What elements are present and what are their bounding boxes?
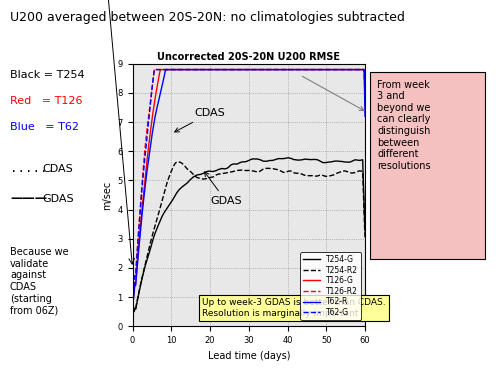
- Text: Up to week-3 GDAS is better than CDAS.
Resolution is marginally important: Up to week-3 GDAS is better than CDAS. R…: [202, 298, 386, 318]
- X-axis label: Lead time (days): Lead time (days): [208, 351, 290, 360]
- Legend: T254-G, T254-R2, T126-G, T126-R2, T62-R, T62-G: T254-G, T254-R2, T126-G, T126-R2, T62-R,…: [300, 252, 361, 320]
- Text: Because we
validate
against
CDAS
(starting
from 06Z): Because we validate against CDAS (starti…: [10, 247, 68, 315]
- Text: From week
3 and
beyond we
can clearly
distinguish
between
different
resolutions: From week 3 and beyond we can clearly di…: [378, 80, 431, 171]
- FancyBboxPatch shape: [370, 72, 485, 258]
- Text: ———: ———: [10, 192, 47, 205]
- Text: Red   = T126: Red = T126: [10, 96, 83, 106]
- Text: GDAS: GDAS: [204, 172, 242, 206]
- Text: CDAS: CDAS: [174, 108, 225, 132]
- Text: Black = T254: Black = T254: [10, 70, 85, 80]
- Text: Blue   = T62: Blue = T62: [10, 123, 79, 132]
- Text: GDAS: GDAS: [42, 194, 74, 204]
- Y-axis label: m/sec: m/sec: [102, 180, 112, 210]
- Text: U200 averaged between 20S-20N: no climatologies subtracted: U200 averaged between 20S-20N: no climat…: [10, 11, 405, 24]
- Text: CDAS: CDAS: [42, 164, 73, 174]
- Text: ......: ......: [10, 162, 55, 175]
- Title: Uncorrected 20S-20N U200 RMSE: Uncorrected 20S-20N U200 RMSE: [157, 52, 340, 62]
